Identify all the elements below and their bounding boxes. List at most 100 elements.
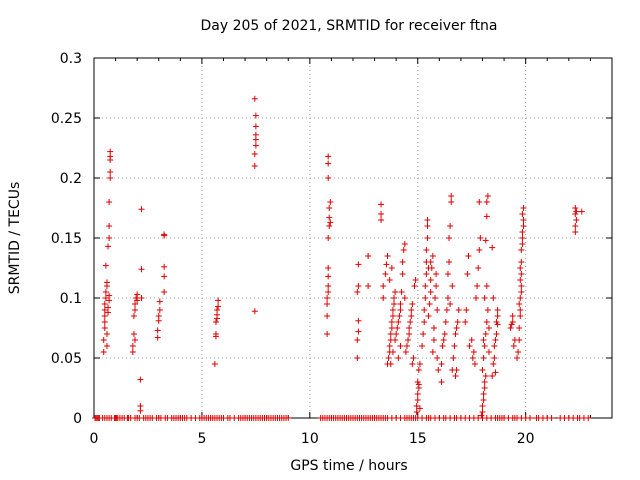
data-point <box>399 271 406 277</box>
data-point <box>491 343 498 349</box>
data-point <box>395 319 402 325</box>
data-point <box>365 253 372 259</box>
tick-layer: 0 5 10 15 20 0 0.05 0.1 0.15 0.2 0.25 0.3 <box>51 51 612 447</box>
data-point <box>494 321 501 328</box>
data-point <box>106 235 113 241</box>
data-point <box>130 331 137 337</box>
data-point <box>214 307 221 313</box>
data-point <box>215 303 222 310</box>
data-point <box>483 283 490 289</box>
data-point <box>154 334 161 341</box>
data-point <box>572 205 579 211</box>
data-point <box>412 277 419 283</box>
y-tick-label: 0 <box>73 411 82 427</box>
data-point <box>421 307 428 313</box>
data-point <box>414 391 421 397</box>
data-point <box>483 213 490 220</box>
data-point <box>103 343 110 349</box>
data-point <box>444 295 451 301</box>
data-point <box>438 361 445 367</box>
data-point <box>388 325 395 331</box>
data-point <box>409 301 416 307</box>
data-point <box>426 301 433 307</box>
x-axis-label: GPS time / hours <box>290 458 407 474</box>
data-point <box>212 319 219 325</box>
y-tick-label: 0.3 <box>60 51 82 67</box>
data-point <box>446 235 453 241</box>
data-point <box>443 307 450 313</box>
data-point <box>451 343 458 349</box>
data-point <box>211 361 218 367</box>
data-point <box>517 277 524 283</box>
data-point <box>101 301 108 307</box>
data-point <box>425 313 432 319</box>
data-point <box>401 295 408 301</box>
data-point <box>449 283 456 289</box>
data-point <box>482 331 489 337</box>
data-point <box>452 331 459 337</box>
data-point <box>154 327 161 334</box>
data-point <box>423 247 430 253</box>
data-point <box>424 235 431 241</box>
data-point <box>354 337 361 343</box>
data-point <box>429 349 436 355</box>
data-point <box>325 160 332 167</box>
data-point <box>161 263 168 270</box>
data-point <box>388 319 395 325</box>
data-point <box>326 223 333 229</box>
data-point <box>409 361 416 367</box>
data-point <box>479 403 486 409</box>
data-point <box>325 153 332 160</box>
data-point <box>489 373 496 379</box>
data-point <box>327 199 334 205</box>
data-point <box>481 343 488 349</box>
data-point <box>378 201 385 208</box>
data-point <box>462 319 469 325</box>
data-point <box>448 199 455 205</box>
data-point <box>454 319 461 325</box>
data-point <box>326 205 333 211</box>
data-point <box>518 271 525 277</box>
data-point <box>155 313 162 319</box>
data-point <box>444 271 451 277</box>
y-tick-label: 0.15 <box>51 231 82 247</box>
data-point <box>415 367 422 373</box>
data-point <box>106 199 113 205</box>
data-point <box>403 343 410 349</box>
data-point <box>484 193 491 199</box>
data-point <box>385 355 392 361</box>
data-point <box>585 415 592 421</box>
data-point <box>483 199 490 205</box>
data-point <box>492 369 499 376</box>
data-point <box>325 289 332 295</box>
data-point <box>517 295 524 301</box>
data-point <box>285 415 292 421</box>
data-point <box>572 229 579 235</box>
data-point <box>573 217 580 223</box>
data-point <box>420 331 427 337</box>
data-point <box>387 361 394 367</box>
data-point <box>479 367 486 373</box>
data-point <box>442 319 449 325</box>
data-point <box>452 373 459 379</box>
data-point <box>509 319 516 325</box>
data-point <box>421 319 428 325</box>
data-point <box>519 241 526 247</box>
data-point <box>161 273 168 280</box>
data-point <box>441 331 448 337</box>
data-point <box>440 337 447 343</box>
data-point <box>138 266 145 273</box>
data-point <box>474 283 481 289</box>
data-point <box>448 193 455 199</box>
data-point <box>517 265 524 271</box>
data-point <box>484 307 491 313</box>
data-point <box>572 223 579 229</box>
data-point <box>161 231 168 238</box>
data-point <box>489 244 496 251</box>
data-point <box>324 313 331 319</box>
data-point <box>101 319 108 325</box>
data-point <box>476 247 483 253</box>
y-tick-label: 0.25 <box>51 111 82 127</box>
data-point <box>518 247 525 253</box>
data-point <box>392 337 399 343</box>
